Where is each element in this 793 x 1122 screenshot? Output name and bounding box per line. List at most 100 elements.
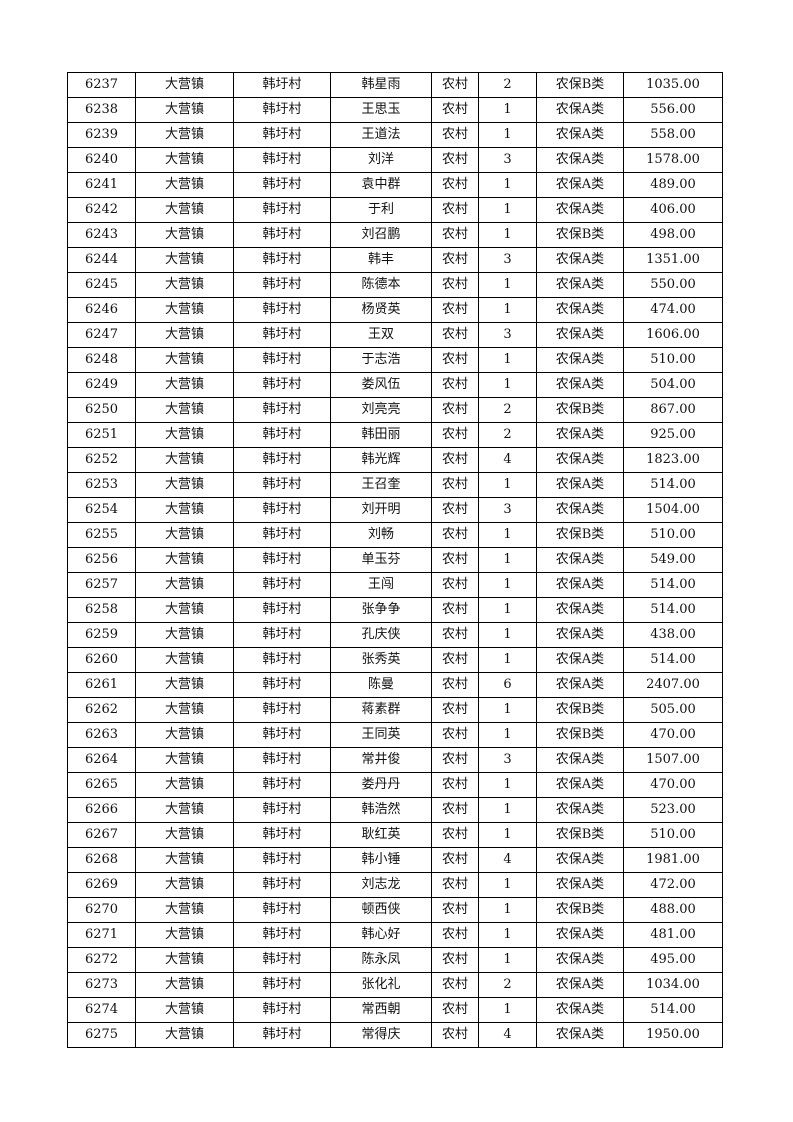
town-cell: 大营镇	[135, 972, 234, 998]
serial-number-cell: 6272	[67, 947, 136, 973]
name-cell: 陈曼	[330, 672, 432, 698]
amount-cell: 514.00	[623, 997, 723, 1023]
name-cell: 陈德本	[330, 272, 432, 298]
table-row: 6257 大营镇 韩圩村 王闯 农村 1 农保A类 514.00	[67, 572, 723, 598]
insurance-category-cell: 农保A类	[536, 372, 624, 398]
serial-number-cell: 6265	[67, 772, 136, 798]
name-cell: 王思玉	[330, 97, 432, 123]
town-cell: 大营镇	[135, 97, 234, 123]
household-type-cell: 农村	[431, 722, 479, 748]
serial-number-cell: 6244	[67, 247, 136, 273]
serial-number-cell: 6258	[67, 597, 136, 623]
member-count-cell: 1	[478, 97, 537, 123]
serial-number-cell: 6248	[67, 347, 136, 373]
household-type-cell: 农村	[431, 72, 479, 98]
serial-number-cell: 6251	[67, 422, 136, 448]
member-count-cell: 3	[478, 747, 537, 773]
serial-number-cell: 6263	[67, 722, 136, 748]
household-type-cell: 农村	[431, 597, 479, 623]
town-cell: 大营镇	[135, 497, 234, 523]
amount-cell: 1981.00	[623, 847, 723, 873]
village-cell: 韩圩村	[233, 922, 331, 948]
serial-number-cell: 6275	[67, 1022, 136, 1048]
household-type-cell: 农村	[431, 447, 479, 473]
town-cell: 大营镇	[135, 72, 234, 98]
amount-cell: 481.00	[623, 922, 723, 948]
table-row: 6267 大营镇 韩圩村 耿红英 农村 1 农保B类 510.00	[67, 822, 723, 848]
name-cell: 耿红英	[330, 822, 432, 848]
insurance-category-cell: 农保A类	[536, 197, 624, 223]
amount-cell: 438.00	[623, 622, 723, 648]
insurance-category-cell: 农保A类	[536, 297, 624, 323]
amount-cell: 1504.00	[623, 497, 723, 523]
village-cell: 韩圩村	[233, 297, 331, 323]
name-cell: 韩小锤	[330, 847, 432, 873]
town-cell: 大营镇	[135, 247, 234, 273]
insurance-category-cell: 农保B类	[536, 397, 624, 423]
insurance-category-cell: 农保A类	[536, 497, 624, 523]
serial-number-cell: 6250	[67, 397, 136, 423]
table-row: 6273 大营镇 韩圩村 张化礼 农村 2 农保A类 1034.00	[67, 972, 723, 998]
insurance-category-cell: 农保A类	[536, 422, 624, 448]
table-row: 6270 大营镇 韩圩村 顿西侠 农村 1 农保B类 488.00	[67, 897, 723, 923]
name-cell: 韩田丽	[330, 422, 432, 448]
serial-number-cell: 6249	[67, 372, 136, 398]
name-cell: 韩星雨	[330, 72, 432, 98]
member-count-cell: 1	[478, 947, 537, 973]
town-cell: 大营镇	[135, 472, 234, 498]
village-cell: 韩圩村	[233, 697, 331, 723]
household-type-cell: 农村	[431, 272, 479, 298]
member-count-cell: 2	[478, 972, 537, 998]
table-row: 6250 大营镇 韩圩村 刘亮亮 农村 2 农保B类 867.00	[67, 397, 723, 423]
insurance-category-cell: 农保A类	[536, 572, 624, 598]
household-type-cell: 农村	[431, 347, 479, 373]
amount-cell: 1606.00	[623, 322, 723, 348]
serial-number-cell: 6245	[67, 272, 136, 298]
table-row: 6266 大营镇 韩圩村 韩浩然 农村 1 农保A类 523.00	[67, 797, 723, 823]
village-cell: 韩圩村	[233, 147, 331, 173]
town-cell: 大营镇	[135, 647, 234, 673]
amount-cell: 1035.00	[623, 72, 723, 98]
name-cell: 王闯	[330, 572, 432, 598]
member-count-cell: 3	[478, 147, 537, 173]
household-type-cell: 农村	[431, 297, 479, 323]
village-cell: 韩圩村	[233, 972, 331, 998]
town-cell: 大营镇	[135, 572, 234, 598]
name-cell: 顿西侠	[330, 897, 432, 923]
table-row: 6252 大营镇 韩圩村 韩光辉 农村 4 农保A类 1823.00	[67, 447, 723, 473]
name-cell: 刘召鹏	[330, 222, 432, 248]
household-type-cell: 农村	[431, 97, 479, 123]
serial-number-cell: 6257	[67, 572, 136, 598]
amount-cell: 498.00	[623, 222, 723, 248]
village-cell: 韩圩村	[233, 122, 331, 148]
town-cell: 大营镇	[135, 297, 234, 323]
amount-cell: 495.00	[623, 947, 723, 973]
household-type-cell: 农村	[431, 772, 479, 798]
table-row: 6262 大营镇 韩圩村 蒋素群 农村 1 农保B类 505.00	[67, 697, 723, 723]
serial-number-cell: 6241	[67, 172, 136, 198]
village-cell: 韩圩村	[233, 622, 331, 648]
member-count-cell: 1	[478, 547, 537, 573]
table-row: 6263 大营镇 韩圩村 王同英 农村 1 农保B类 470.00	[67, 722, 723, 748]
name-cell: 刘亮亮	[330, 397, 432, 423]
insurance-category-cell: 农保A类	[536, 472, 624, 498]
member-count-cell: 1	[478, 297, 537, 323]
insurance-category-cell: 农保A类	[536, 122, 624, 148]
name-cell: 王双	[330, 322, 432, 348]
serial-number-cell: 6262	[67, 697, 136, 723]
member-count-cell: 3	[478, 247, 537, 273]
amount-cell: 1578.00	[623, 147, 723, 173]
insurance-category-cell: 农保A类	[536, 972, 624, 998]
insurance-category-cell: 农保A类	[536, 172, 624, 198]
town-cell: 大营镇	[135, 197, 234, 223]
member-count-cell: 4	[478, 1022, 537, 1048]
amount-cell: 510.00	[623, 522, 723, 548]
amount-cell: 470.00	[623, 772, 723, 798]
insurance-category-cell: 农保B类	[536, 72, 624, 98]
town-cell: 大营镇	[135, 172, 234, 198]
name-cell: 张化礼	[330, 972, 432, 998]
amount-cell: 1823.00	[623, 447, 723, 473]
insurance-category-cell: 农保A类	[536, 672, 624, 698]
serial-number-cell: 6261	[67, 672, 136, 698]
serial-number-cell: 6238	[67, 97, 136, 123]
